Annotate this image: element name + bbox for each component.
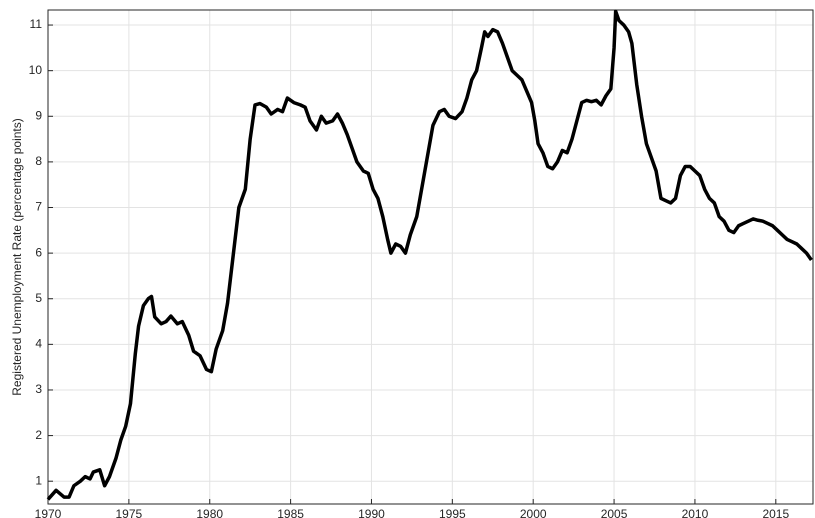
y-tick-label: 8 (35, 154, 42, 168)
y-tick-label: 9 (35, 108, 42, 122)
x-tick-label: 1975 (116, 507, 143, 518)
x-tick-label: 1990 (358, 507, 385, 518)
y-tick-label: 2 (35, 428, 42, 442)
y-axis-label: Registered Unemployment Rate (percentage… (10, 118, 24, 395)
y-tick-label: 1 (35, 473, 42, 487)
y-tick-label: 6 (35, 245, 42, 259)
x-tick-label: 1995 (439, 507, 466, 518)
plot-frame (47, 9, 814, 505)
x-tick-label: 2015 (762, 507, 789, 518)
x-tick-label: 2005 (601, 507, 628, 518)
x-tick-label: 2000 (520, 507, 547, 518)
x-tick-label: 1985 (277, 507, 304, 518)
x-tick-label: 1970 (35, 507, 62, 518)
x-tick-label: 2010 (682, 507, 709, 518)
y-tick-label: 5 (35, 291, 42, 305)
x-tick-label: 1980 (196, 507, 223, 518)
y-tick-label: 11 (30, 17, 43, 31)
y-tick-label: 10 (29, 63, 43, 77)
y-tick-label: 7 (35, 200, 42, 214)
data-line (46, 9, 813, 501)
y-tick-label: 4 (35, 337, 42, 351)
y-tick-label: 3 (35, 382, 42, 396)
